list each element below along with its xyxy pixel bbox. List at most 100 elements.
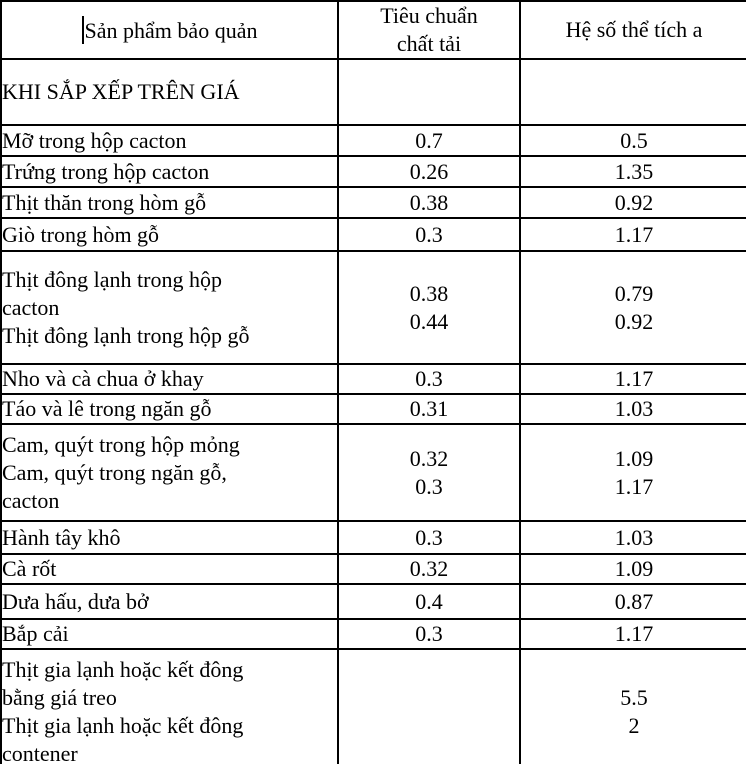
load-standard-value: 0.38 — [409, 189, 449, 215]
section-title: KHI SẮP XẾP TRÊN GIÁ — [2, 79, 240, 104]
header-row: Sản phẩm bảo quản Tiêu chuẩn chất tải Hệ… — [0, 0, 746, 60]
volume-coefficient-cell[interactable]: 0.79 0.92 — [519, 250, 746, 365]
header-volume-coefficient-label: Hệ số thể tích a — [565, 17, 703, 42]
volume-coefficient-value: 1.09 — [614, 556, 654, 581]
table-row: Trứng trong hộp cacton 0.26 1.35 — [0, 155, 746, 188]
volume-coefficient-value: 2 — [628, 712, 640, 738]
volume-coefficient-cell[interactable]: 1.35 — [519, 155, 746, 188]
product-cell[interactable]: Bắp cải — [0, 618, 339, 650]
volume-coefficient-cell[interactable]: 1.17 — [519, 217, 746, 252]
load-standard-value: 0.38 — [409, 280, 449, 306]
load-standard-value: 0.3 — [415, 221, 443, 247]
product-name: Dưa hấu, dưa bở — [2, 588, 149, 614]
product-cell[interactable]: Táo và lê trong ngăn gỗ — [0, 393, 339, 425]
volume-coefficient-cell[interactable]: 1.09 — [519, 553, 746, 585]
volume-coefficient-value: 1.03 — [614, 396, 654, 421]
header-cell-load-standard[interactable]: Tiêu chuẩn chất tải — [337, 0, 521, 60]
load-standard-value: 0.3 — [415, 524, 443, 550]
volume-coefficient-value: 0.87 — [614, 588, 654, 614]
product-cell[interactable]: Giò trong hòm gỗ — [0, 217, 339, 252]
load-standard-cell[interactable]: 0.7 — [337, 124, 521, 157]
volume-coefficient-cell[interactable]: 5.5 2 — [519, 648, 746, 764]
load-standard-cell[interactable]: 0.4 — [337, 583, 521, 620]
load-standard-cell[interactable]: 0.3 — [337, 363, 521, 395]
load-standard-value: 0.4 — [415, 588, 443, 614]
load-standard-value: 0.3 — [415, 621, 443, 646]
volume-coefficient-cell[interactable]: 1.03 — [519, 393, 746, 425]
load-standard-cell[interactable]: 0.31 — [337, 393, 521, 425]
product-cell[interactable]: Dưa hấu, dưa bở — [0, 583, 339, 620]
product-name: Táo và lê trong ngăn gỗ — [2, 396, 212, 421]
load-standard-cell[interactable] — [337, 58, 521, 126]
table-row: Hành tây khô 0.3 1.03 — [0, 520, 746, 555]
volume-coefficient-cell[interactable]: 0.87 — [519, 583, 746, 620]
product-cell[interactable]: Thịt gia lạnh hoặc kết đông bằng giá tre… — [0, 648, 339, 764]
table-row: Cà rốt 0.32 1.09 — [0, 553, 746, 585]
product-name: Thịt gia lạnh hoặc kết đông bằng giá tre… — [2, 656, 244, 710]
product-name: Hành tây khô — [2, 524, 121, 550]
header-product-label: Sản phẩm bảo quản — [84, 17, 258, 43]
load-standard-cell[interactable]: 0.32 0.3 — [337, 423, 521, 522]
load-standard-cell[interactable]: 0.3 — [337, 217, 521, 252]
table-row-frozen-meat: Thịt đông lạnh trong hộp cacton Thịt đôn… — [0, 250, 746, 365]
product-cell[interactable]: Cà rốt — [0, 553, 339, 585]
product-cell[interactable]: Nho và cà chua ở khay — [0, 363, 339, 395]
load-standard-cell[interactable]: 0.38 — [337, 186, 521, 219]
volume-coefficient-value: 0.92 — [614, 308, 654, 334]
section-row-shelf-arrangement: KHI SẮP XẾP TRÊN GIÁ — [0, 58, 746, 126]
table-row: Thịt thăn trong hòm gỗ 0.38 0.92 — [0, 186, 746, 219]
product-cell[interactable]: Thịt đông lạnh trong hộp cacton Thịt đôn… — [0, 250, 339, 365]
load-standard-value: 0.3 — [415, 473, 443, 499]
volume-coefficient-value: 0.79 — [614, 280, 654, 306]
volume-coefficient-value: 1.17 — [614, 366, 654, 391]
volume-coefficient-cell[interactable]: 1.17 — [519, 363, 746, 395]
product-name: Trứng trong hộp cacton — [2, 158, 210, 184]
load-standard-cell[interactable] — [337, 648, 521, 764]
table-row: Mỡ trong hộp cacton 0.7 0.5 — [0, 124, 746, 157]
product-name: Mỡ trong hộp cacton — [2, 127, 187, 153]
product-cell[interactable]: Thịt thăn trong hòm gỗ — [0, 186, 339, 219]
load-standard-value: 0.26 — [409, 158, 449, 184]
load-standard-value: 0.44 — [409, 308, 449, 334]
load-standard-cell[interactable]: 0.32 — [337, 553, 521, 585]
product-name: Thịt thăn trong hòm gỗ — [2, 189, 207, 215]
volume-coefficient-cell[interactable] — [519, 58, 746, 126]
load-standard-cell[interactable]: 0.38 0.44 — [337, 250, 521, 365]
table-row: Giò trong hòm gỗ 0.3 1.17 — [0, 217, 746, 252]
volume-coefficient-cell[interactable]: 0.92 — [519, 186, 746, 219]
volume-coefficient-cell[interactable]: 1.17 — [519, 618, 746, 650]
product-cell[interactable]: Mỡ trong hộp cacton — [0, 124, 339, 157]
product-name: Cà rốt — [2, 556, 57, 581]
product-name: Thịt đông lạnh trong hộp gỗ — [2, 322, 250, 348]
header-load-standard-label: Tiêu chuẩn chất tải — [380, 3, 478, 56]
product-cell[interactable]: Trứng trong hộp cacton — [0, 155, 339, 188]
table-row-chilled-meat: Thịt gia lạnh hoặc kết đông bằng giá tre… — [0, 648, 746, 764]
volume-coefficient-value: 1.17 — [614, 221, 654, 247]
section-title-cell[interactable]: KHI SẮP XẾP TRÊN GIÁ — [0, 58, 339, 126]
volume-coefficient-value: 1.35 — [614, 158, 654, 184]
product-name: Thịt gia lạnh hoặc kết đông contener — [2, 712, 244, 764]
load-standard-value: 0.32 — [409, 445, 449, 471]
product-name: Cam, quýt trong hộp mỏng — [2, 431, 240, 457]
load-standard-cell[interactable]: 0.3 — [337, 520, 521, 555]
load-standard-value: 0.32 — [409, 556, 449, 581]
volume-coefficient-value: 1.17 — [614, 473, 654, 499]
product-cell[interactable]: Cam, quýt trong hộp mỏng Cam, quýt trong… — [0, 423, 339, 522]
load-standard-value: 0.7 — [415, 127, 443, 153]
load-standard-cell[interactable]: 0.3 — [337, 618, 521, 650]
load-standard-cell[interactable]: 0.26 — [337, 155, 521, 188]
product-name: Giò trong hòm gỗ — [2, 221, 160, 247]
volume-coefficient-cell[interactable]: 1.09 1.17 — [519, 423, 746, 522]
table-row: Nho và cà chua ở khay 0.3 1.17 — [0, 363, 746, 395]
table-row: Dưa hấu, dưa bở 0.4 0.87 — [0, 583, 746, 620]
volume-coefficient-value: 1.09 — [614, 445, 654, 471]
header-cell-product[interactable]: Sản phẩm bảo quản — [0, 0, 339, 60]
volume-coefficient-cell[interactable]: 1.03 — [519, 520, 746, 555]
product-name: Cam, quýt trong ngăn gỗ, cacton — [2, 459, 227, 513]
product-cell[interactable]: Hành tây khô — [0, 520, 339, 555]
volume-coefficient-cell[interactable]: 0.5 — [519, 124, 746, 157]
text-cursor — [81, 15, 84, 44]
table-row: Bắp cải 0.3 1.17 — [0, 618, 746, 650]
header-cell-volume-coefficient[interactable]: Hệ số thể tích a — [519, 0, 746, 60]
